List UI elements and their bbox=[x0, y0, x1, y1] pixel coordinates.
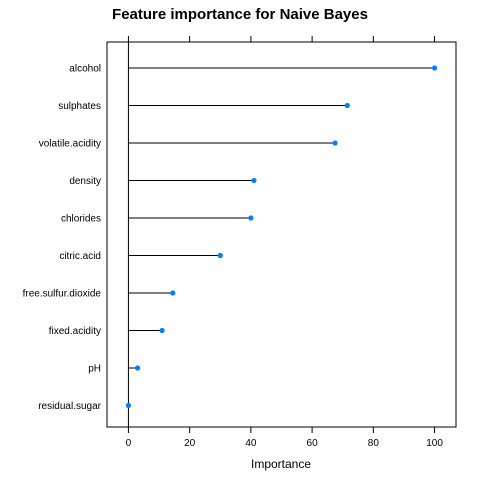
category-label-fixed.acidity: fixed.acidity bbox=[49, 326, 101, 337]
category-label-citric.acid: citric.acid bbox=[59, 251, 101, 262]
category-label-alcohol: alcohol bbox=[69, 64, 101, 75]
chart-title: Feature importance for Naive Bayes bbox=[112, 6, 368, 23]
category-label-chlorides: chlorides bbox=[61, 214, 101, 225]
plot-frame bbox=[106, 41, 457, 428]
category-label-residual.sugar: residual.sugar bbox=[38, 401, 101, 412]
point-sulphates bbox=[344, 102, 350, 109]
point-density bbox=[251, 177, 257, 184]
bottom-axis-ticks bbox=[127, 427, 436, 433]
point-alcohol bbox=[431, 65, 438, 71]
x-tick-label-5: 100 bbox=[426, 438, 443, 449]
x-tick-label-3: 60 bbox=[307, 438, 319, 449]
x-tick-labels: 0 20 40 60 80 100 bbox=[126, 438, 444, 449]
category-label-sulphates: sulphates bbox=[58, 101, 101, 112]
y-category-labels: alcohol sulphates volatile.acidity density c… bbox=[23, 64, 102, 413]
x-axis-label: Importance bbox=[251, 457, 311, 471]
x-tick-label-0: 0 bbox=[126, 438, 132, 449]
category-label-free.sulfur.dioxide: free.sulfur.dioxide bbox=[23, 289, 102, 300]
point-citric.acid bbox=[217, 252, 223, 259]
point-pH bbox=[135, 365, 141, 371]
top-axis-ticks bbox=[127, 36, 436, 42]
point-volatile.acidity bbox=[332, 140, 338, 146]
lollipop-rows bbox=[125, 42, 438, 427]
category-label-density: density bbox=[69, 176, 101, 187]
point-fixed.acidity bbox=[159, 327, 165, 334]
point-residual.sugar bbox=[125, 402, 132, 409]
x-tick-label-4: 80 bbox=[368, 438, 380, 449]
x-tick-label-2: 40 bbox=[245, 438, 257, 449]
point-free.sulfur.dioxide bbox=[170, 290, 176, 296]
category-label-volatile.acidity: volatile.acidity bbox=[39, 139, 101, 150]
x-tick-label-1: 20 bbox=[184, 438, 196, 449]
category-label-pH: pH bbox=[88, 364, 101, 375]
point-chlorides bbox=[248, 215, 254, 221]
